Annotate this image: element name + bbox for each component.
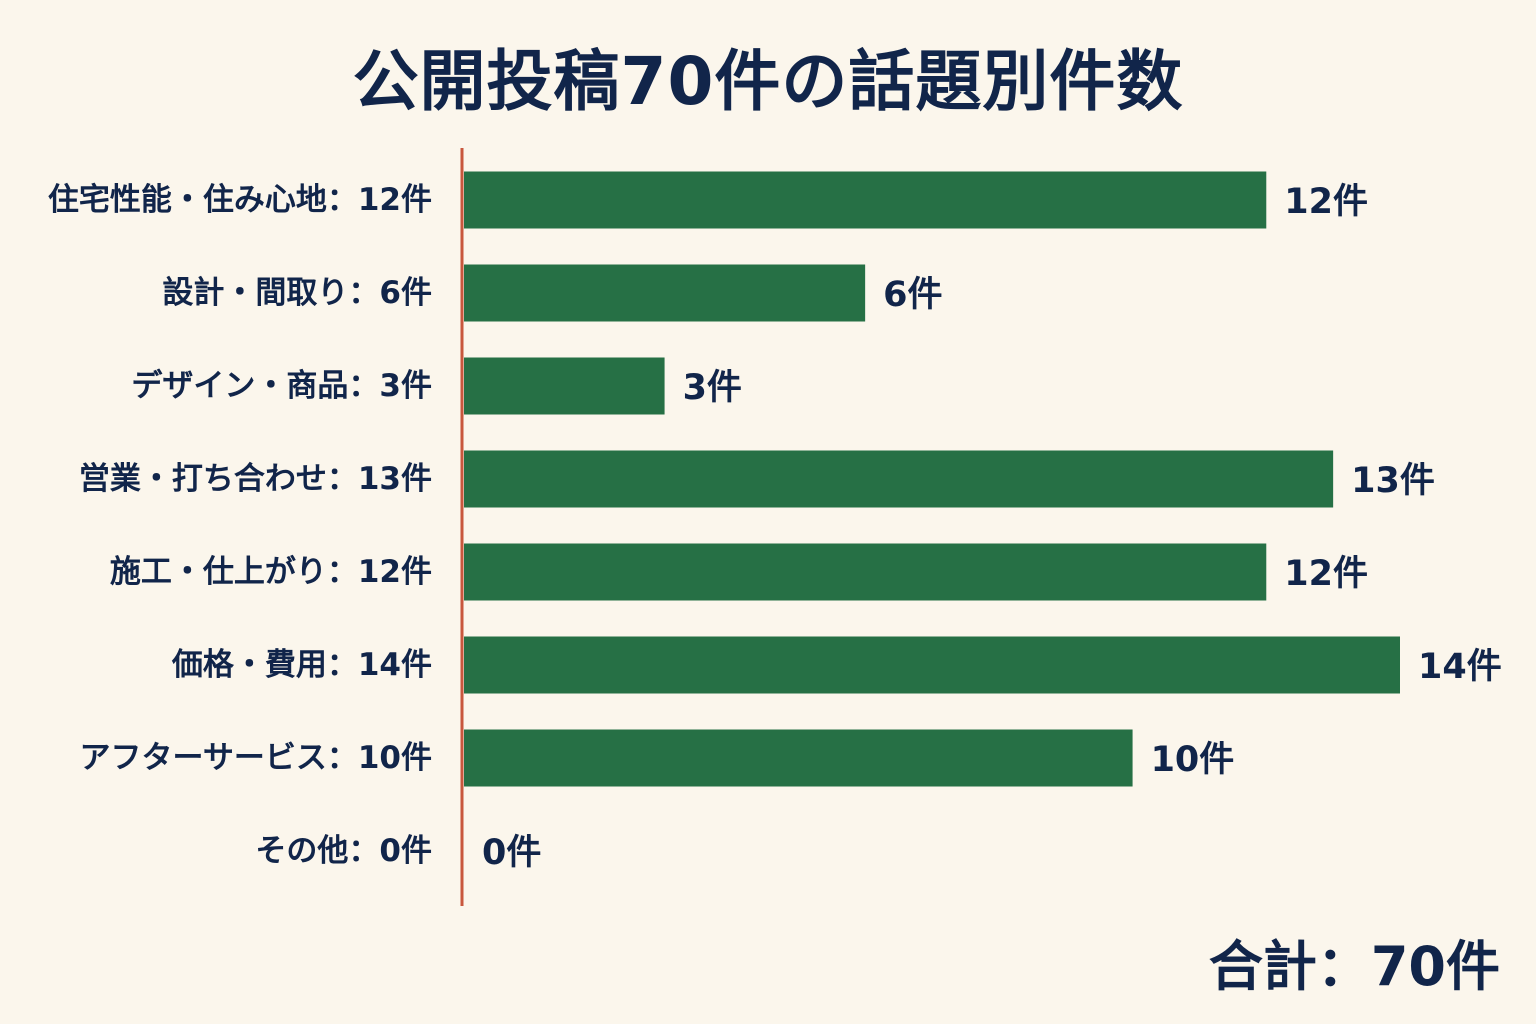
category-label: 価格・費用：14件 bbox=[171, 647, 432, 683]
bar-value-label: 13件 bbox=[1351, 461, 1435, 501]
category-label: 施工・仕上がり：12件 bbox=[110, 554, 432, 590]
bar-value-label: 10件 bbox=[1151, 740, 1235, 780]
bar-value-label: 6件 bbox=[883, 275, 942, 315]
category-label: その他：0件 bbox=[255, 833, 432, 869]
bar-value-label: 12件 bbox=[1284, 182, 1368, 222]
bar-value-label: 14件 bbox=[1418, 647, 1502, 687]
bar bbox=[464, 264, 866, 322]
category-label: アフターサービス：10件 bbox=[79, 740, 432, 776]
chart-title: 公開投稿70件の話題別件数 bbox=[352, 43, 1184, 120]
category-label: デザイン・商品：3件 bbox=[131, 368, 432, 404]
bar bbox=[464, 543, 1267, 601]
category-label: 設計・間取り：6件 bbox=[162, 275, 432, 311]
bar bbox=[464, 729, 1133, 787]
bar bbox=[464, 171, 1267, 229]
category-label: 営業・打ち合わせ：13件 bbox=[79, 461, 432, 497]
bar-value-label: 0件 bbox=[482, 833, 541, 873]
bar bbox=[464, 636, 1400, 694]
category-label: 住宅性能・住み心地：12件 bbox=[48, 182, 432, 218]
bar-value-label: 12件 bbox=[1284, 554, 1368, 594]
bar-value-label: 3件 bbox=[683, 368, 742, 408]
bar bbox=[464, 450, 1334, 508]
total-count: 合計：70件 bbox=[1208, 935, 1500, 998]
bar bbox=[464, 357, 665, 415]
